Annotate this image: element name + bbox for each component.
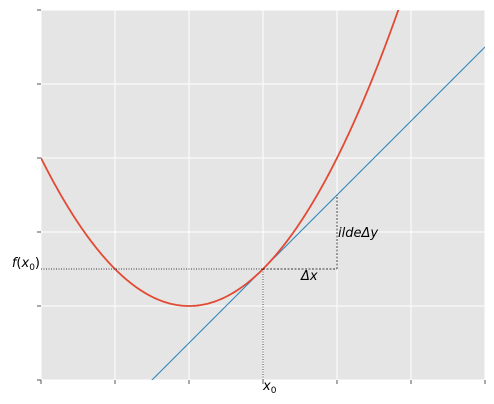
tick-marks [37,9,486,384]
fx0-label: f(x0) [12,256,40,273]
plot-area [41,10,485,380]
delta-x-label: Δx [300,269,318,284]
x0-label: x0 [262,379,277,396]
delta-y-label: ildeΔy [338,226,378,241]
